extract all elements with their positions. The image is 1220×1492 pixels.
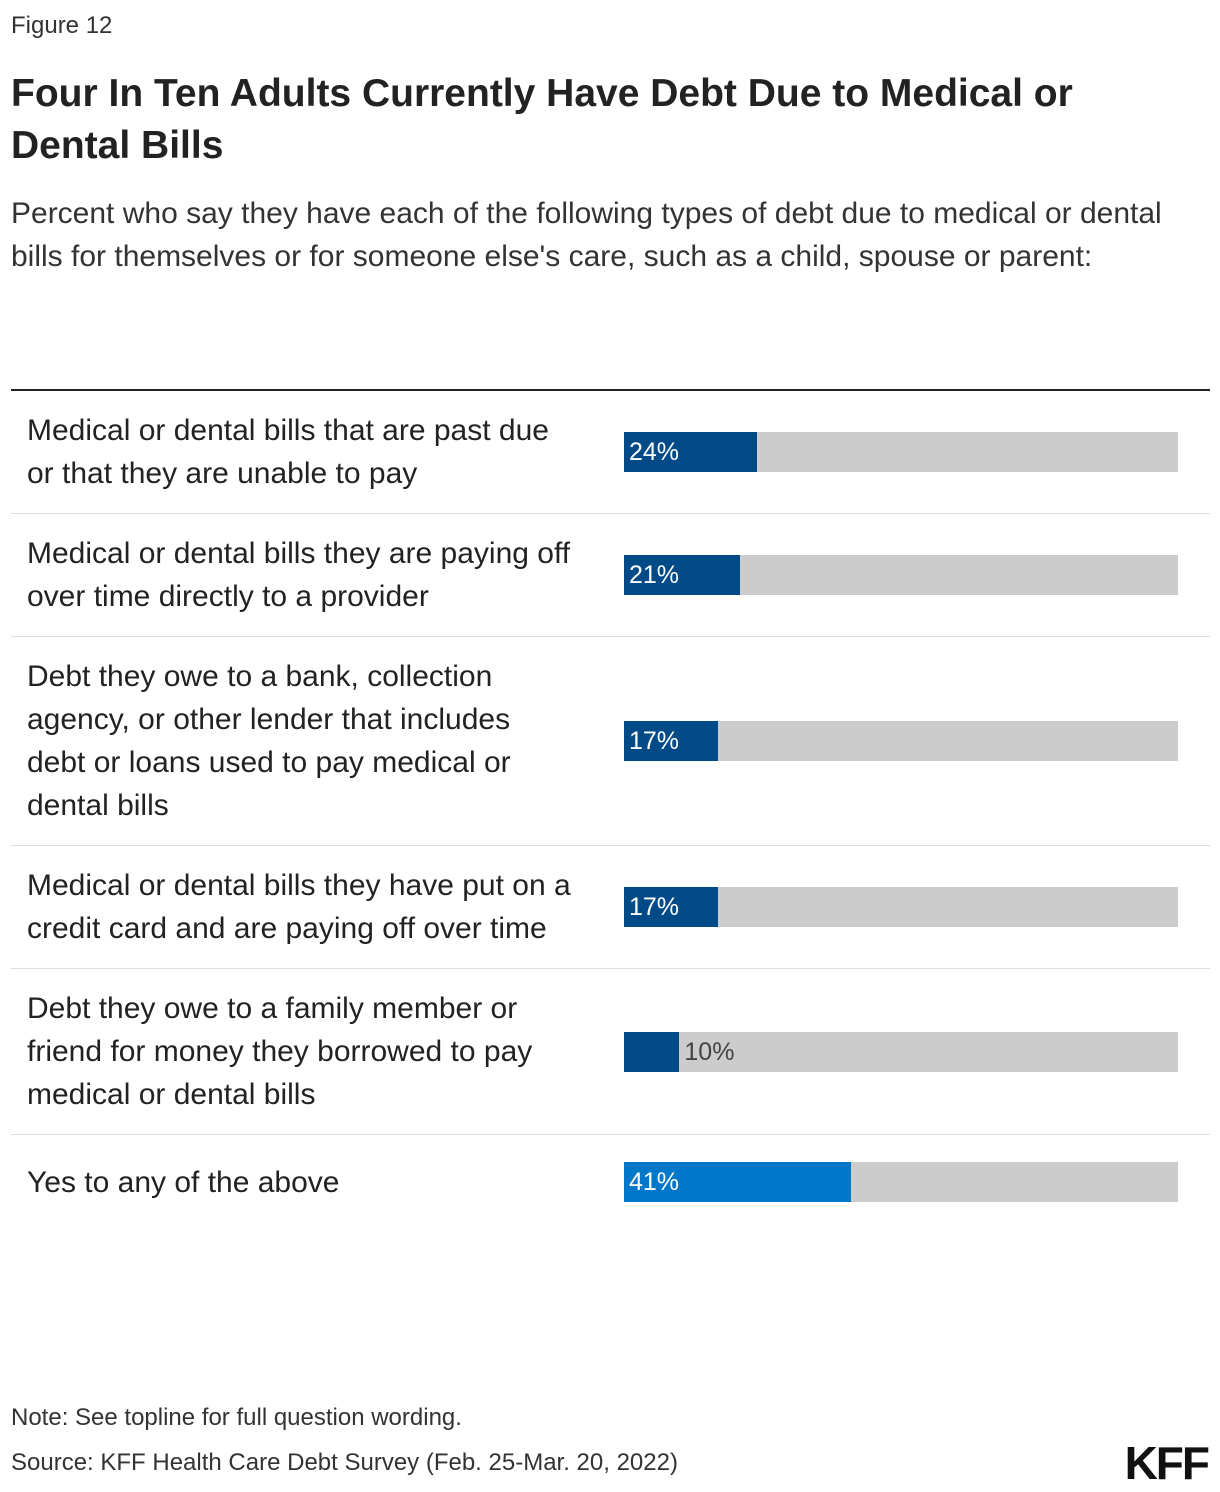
value-label: 10% (684, 1037, 735, 1066)
bar-track: 17% (624, 887, 1178, 927)
bar-track: 24% (624, 432, 1178, 472)
note: Note: See topline for full question word… (11, 1404, 462, 1431)
value-label: 17% (629, 727, 680, 755)
category-label: Medical or dental bills they are paying … (27, 537, 571, 613)
bar (624, 721, 719, 761)
figure-label: Figure 12 (11, 12, 113, 39)
category-label: Medical or dental bills they have put on… (27, 869, 571, 945)
category-label: Medical or dental bills that are past du… (27, 414, 549, 490)
category-label: Debt they owe to a bank, collection agen… (27, 660, 511, 822)
row: Debt they owe to a bank, collection agen… (11, 637, 1210, 846)
bar (624, 1162, 852, 1202)
bar (624, 887, 719, 927)
bar (624, 432, 757, 472)
chart-subtitle: Percent who say they have each of the fo… (11, 197, 1162, 273)
chart: Medical or dental bills that are past du… (11, 389, 1210, 1229)
bar (624, 1031, 680, 1072)
chart-title: Four In Ten Adults Currently Have Debt D… (11, 72, 1073, 167)
row: Medical or dental bills they have put on… (11, 846, 1210, 969)
row: Medical or dental bills that are past du… (11, 391, 1210, 514)
value-label: 41% (629, 1168, 680, 1196)
value-label: 21% (629, 561, 680, 589)
row: Yes to any of the above 41% (11, 1135, 1210, 1229)
value-label: 24% (629, 438, 680, 466)
source: Source: KFF Health Care Debt Survey (Feb… (11, 1449, 678, 1476)
bar-track: 41% (624, 1162, 1178, 1202)
category-label: Debt they owe to a family member or frie… (27, 992, 533, 1111)
row: Medical or dental bills they are paying … (11, 514, 1210, 637)
category-label: Yes to any of the above (27, 1165, 340, 1199)
row: Debt they owe to a family member or frie… (11, 969, 1210, 1135)
bar-track: 17% (624, 721, 1178, 761)
bar (624, 555, 741, 595)
bar-track: 10% (624, 1031, 1178, 1072)
logo: KFF (1124, 1437, 1210, 1489)
value-label: 17% (629, 893, 680, 921)
bar-track: 21% (624, 555, 1178, 595)
